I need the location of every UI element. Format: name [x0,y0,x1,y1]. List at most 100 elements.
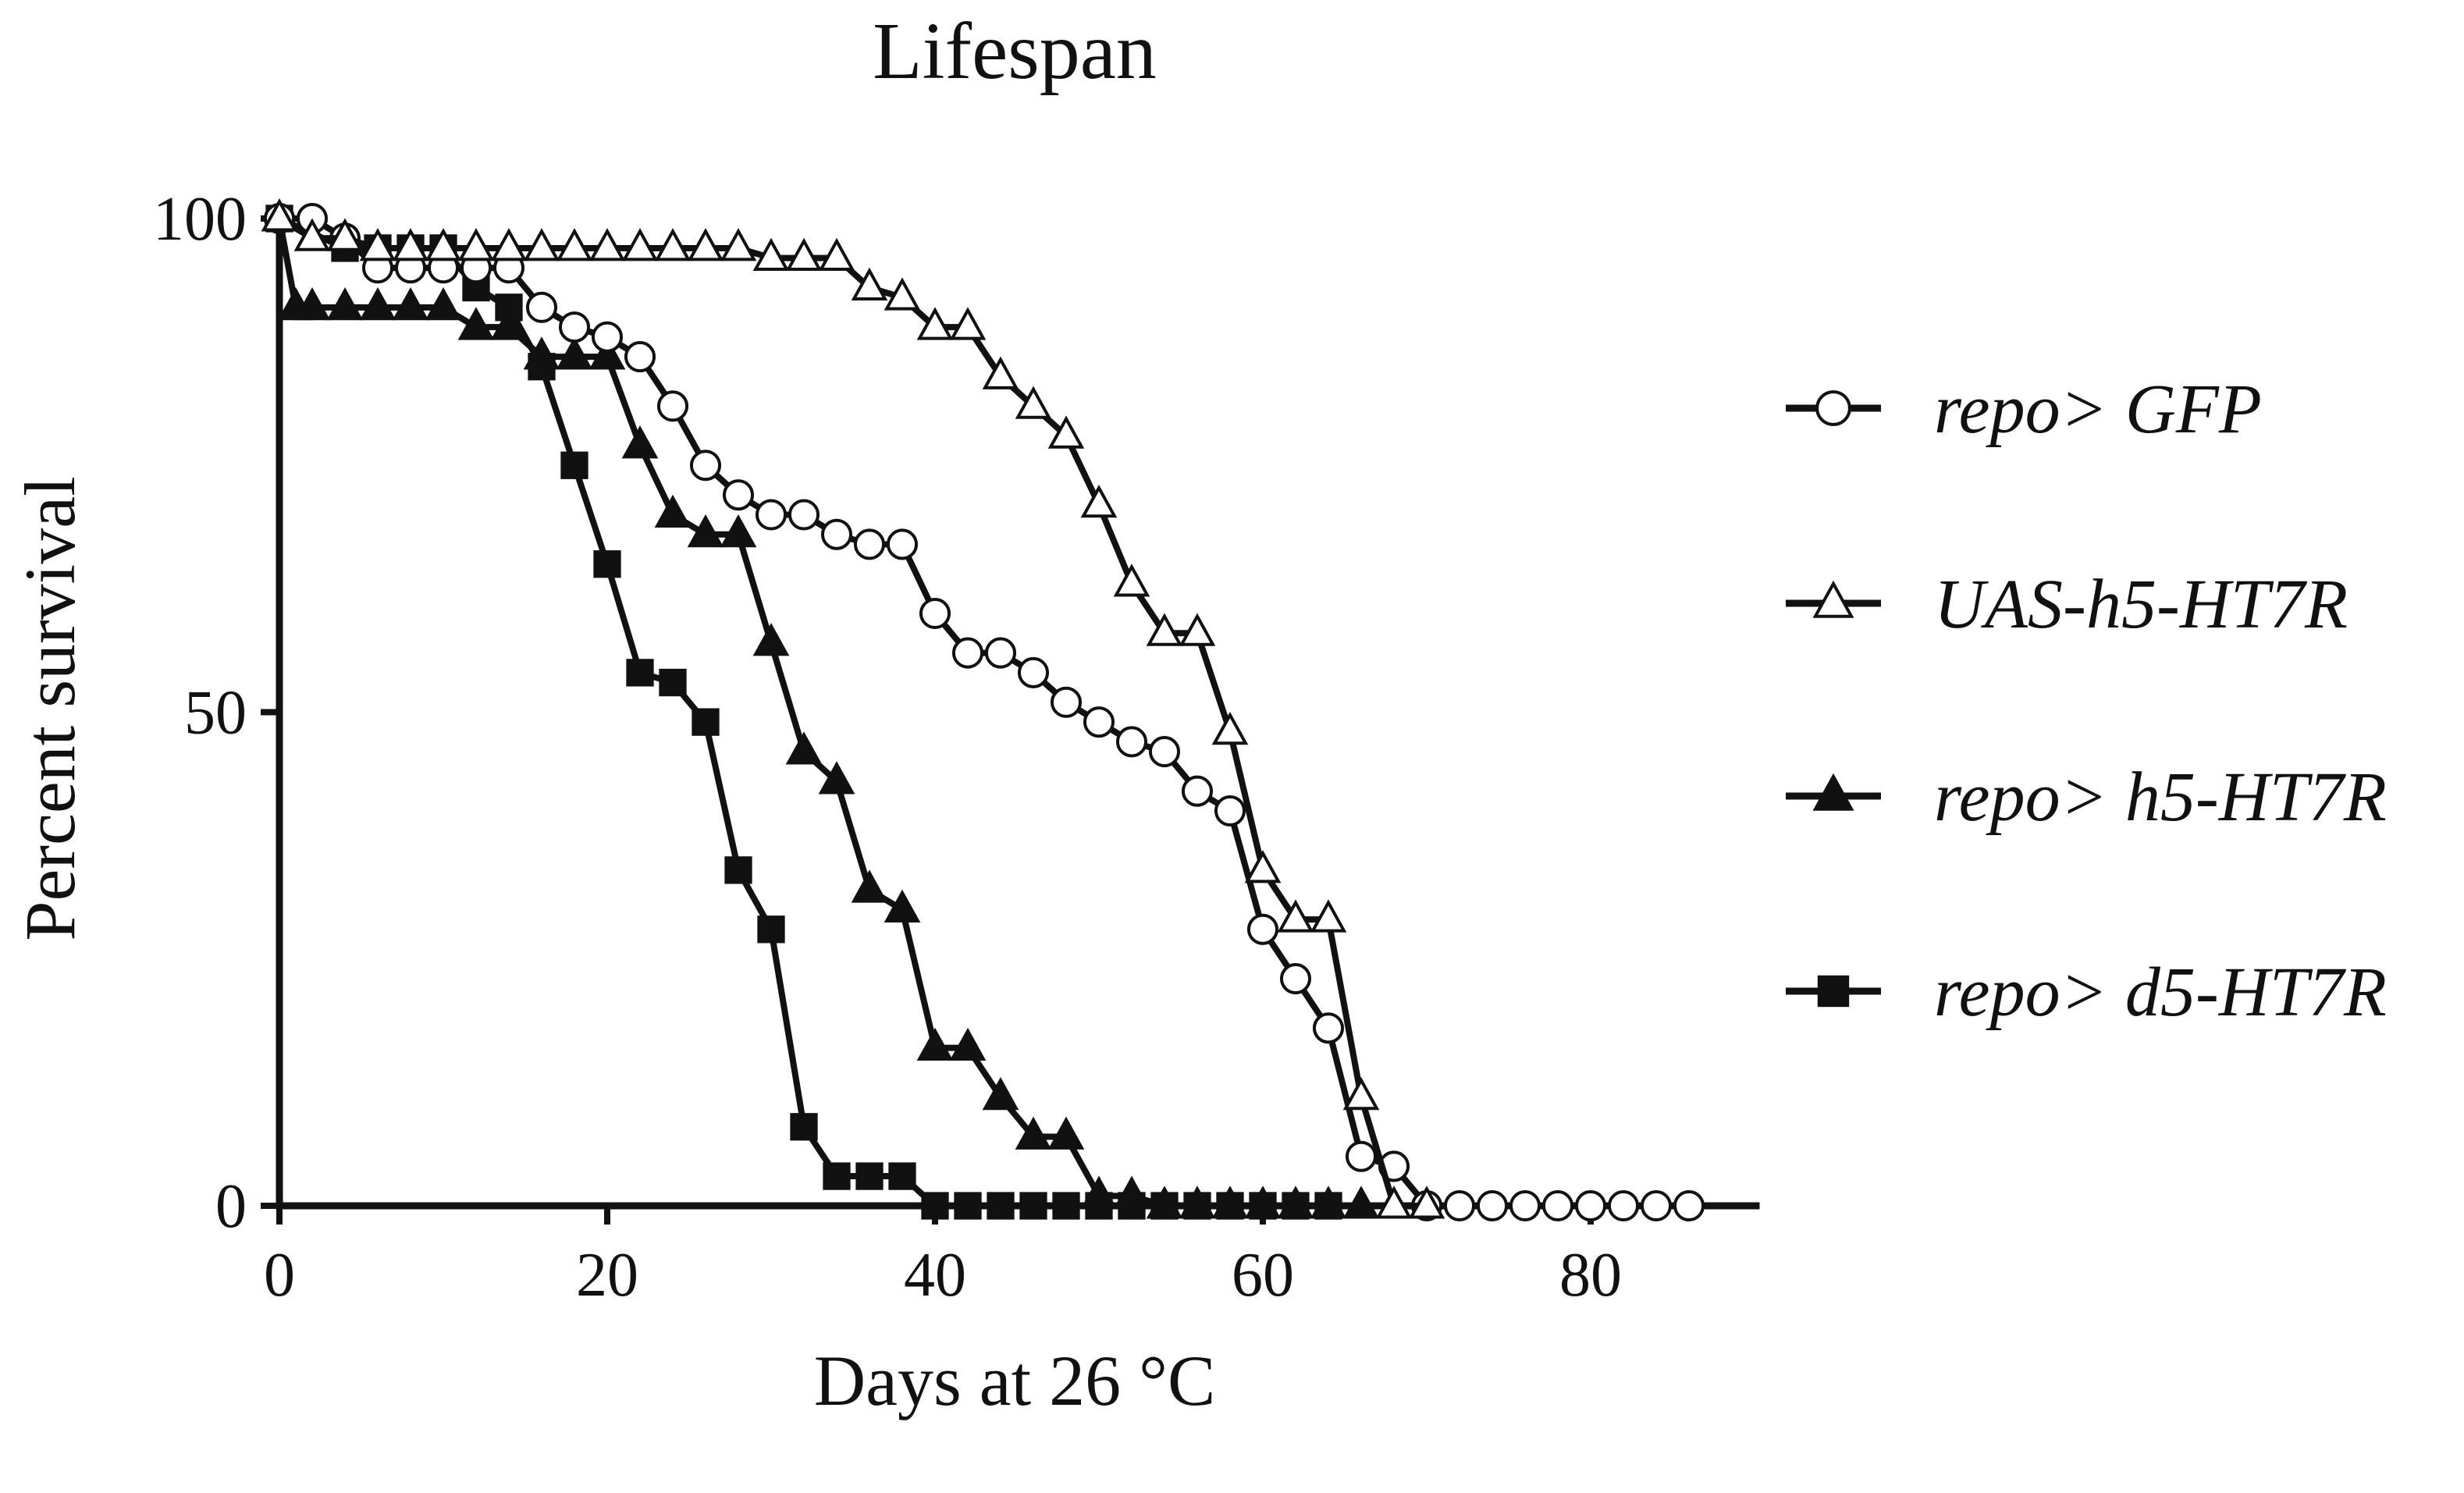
legend-marker [1812,580,1854,618]
chart-title: Lifespan [873,6,1157,96]
data-point [1015,386,1052,419]
data-point [293,287,331,321]
data-point [1310,899,1347,933]
data-point [1113,563,1150,597]
data-point [916,307,954,340]
data-point [692,708,720,736]
axes: 0 50 100 0 20 40 60 80 [153,185,1760,1310]
x-tick-label: 0 [264,1241,295,1310]
data-point [855,1162,884,1190]
data-point [588,336,626,370]
data-point [818,237,855,272]
series-3 [265,204,1342,1220]
data-point [1244,1186,1282,1219]
data-point [654,228,692,261]
data-point [884,889,921,922]
legend-label: repo> h5-HT7R [1934,759,2387,836]
data-point [785,237,823,272]
data-point [457,307,495,340]
data-point [621,228,659,261]
y-tick-label: 0 [215,1172,247,1241]
x-tick-label: 20 [576,1241,638,1310]
x-tick-label: 60 [1232,1241,1294,1310]
data-point [1574,1189,1607,1222]
data-point [457,228,495,261]
legend-entry: repo> d5-HT7R [1786,954,2387,1031]
legend-label: UAS-h5-HT7R [1934,566,2348,643]
data-point [982,356,1019,389]
data-point [722,479,755,511]
series-layer [261,198,1705,1222]
series-line [276,215,1332,1209]
legend-marker [1815,390,1851,426]
data-point [523,336,560,370]
data-point [1148,736,1181,768]
data-point [951,637,984,669]
data-point [359,228,396,261]
data-point [591,321,624,353]
data-point [788,499,820,531]
data-point [687,228,724,261]
data-point [1312,1012,1345,1044]
data-point [1342,1186,1380,1219]
data-point [916,1027,954,1061]
x-axis-label: Days at 26 °C [814,1341,1216,1420]
data-point [1509,1189,1541,1222]
legend-marker [1812,773,1854,811]
data-point [1017,656,1050,688]
data-point [785,731,823,765]
legend-entry: repo> h5-HT7R [1786,759,2387,836]
data-point [621,425,659,459]
data-point [1181,775,1214,807]
data-point [425,228,462,261]
series-line [276,215,1430,1209]
data-point [888,1162,916,1190]
data-point [1052,1192,1080,1220]
legend: repo> GFP UAS-h5-HT7R repo> h5-HT7R repo> d… [1786,371,2387,1031]
data-point [1443,1189,1476,1222]
data-point [1211,1186,1249,1219]
data-point [752,237,790,272]
y-tick-label: 50 [184,679,247,748]
data-point [556,336,593,370]
data-point [556,228,593,261]
data-point [687,514,724,548]
data-point [1146,1186,1183,1219]
data-point [820,518,853,550]
data-point [490,307,528,340]
legend-label: repo> d5-HT7R [1934,954,2387,1031]
data-point [1375,1186,1413,1219]
data-point [588,228,626,261]
data-point [1047,415,1085,449]
data-point [1080,485,1118,518]
data-point [1607,1189,1640,1222]
data-point [984,637,1017,669]
data-point [392,287,429,321]
data-point [720,514,757,548]
data-point [1408,1186,1445,1219]
data-point [853,528,886,560]
data-point [1047,1116,1085,1150]
data-point [558,311,591,343]
data-point [490,228,528,261]
series-1 [261,198,1445,1219]
data-point [921,1192,949,1220]
data-point [851,267,888,300]
data-point [689,450,722,482]
data-point [1115,726,1148,758]
data-point [851,869,888,903]
data-point [1246,913,1279,945]
data-point [886,528,919,560]
data-point [982,1077,1019,1111]
data-point [790,1113,818,1141]
data-point [1179,613,1216,646]
data-point [919,597,951,630]
data-point [724,856,752,884]
data-point [1083,706,1115,738]
y-axis-label: Percent survival [10,476,90,940]
data-point [1050,686,1083,718]
y-tick-label: 100 [153,185,247,254]
data-point [1279,963,1312,995]
data-point [593,550,621,578]
